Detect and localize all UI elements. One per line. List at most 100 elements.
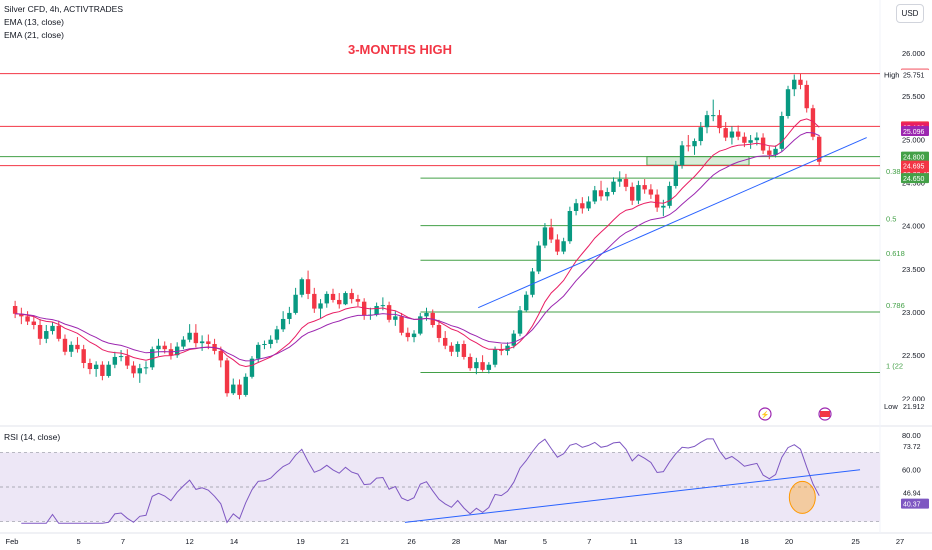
candle bbox=[492, 349, 498, 365]
candle bbox=[399, 316, 404, 333]
price-axis-tick: 25.000 bbox=[902, 135, 925, 144]
candle bbox=[349, 293, 354, 300]
candle bbox=[224, 360, 230, 394]
candle bbox=[499, 349, 504, 351]
candle bbox=[598, 190, 604, 197]
price-label: 21.912 bbox=[903, 404, 925, 411]
price-axis-tick: 23.000 bbox=[902, 308, 925, 317]
candle bbox=[686, 145, 691, 147]
candle bbox=[486, 364, 492, 370]
candle bbox=[112, 356, 118, 365]
candle bbox=[143, 367, 149, 369]
time-axis-tick: Mar bbox=[494, 537, 507, 546]
candle bbox=[355, 299, 361, 302]
candle bbox=[50, 325, 55, 332]
candle bbox=[517, 310, 523, 334]
low-label: Low bbox=[884, 402, 898, 411]
candle bbox=[125, 356, 130, 366]
candle bbox=[256, 344, 261, 359]
candle bbox=[287, 312, 292, 319]
candle bbox=[810, 108, 816, 137]
candle bbox=[405, 332, 411, 338]
candle bbox=[312, 293, 317, 309]
three-months-high-annotation: 3-MONTHS HIGH bbox=[348, 42, 452, 57]
ema21-legend[interactable]: EMA (21, close) bbox=[4, 30, 64, 40]
candle bbox=[785, 89, 791, 116]
time-axis-tick: 7 bbox=[587, 537, 591, 546]
rsi-axis-tick: 60.00 bbox=[902, 466, 921, 475]
candle bbox=[667, 185, 672, 206]
candle bbox=[12, 306, 18, 314]
rsi-value-label: 73.72 bbox=[903, 444, 921, 451]
time-axis-tick: 11 bbox=[630, 537, 638, 546]
candle bbox=[548, 227, 554, 240]
candle bbox=[293, 294, 298, 313]
candle bbox=[555, 239, 560, 252]
candle bbox=[711, 115, 716, 117]
candle bbox=[118, 356, 124, 358]
price-label-badge bbox=[901, 126, 929, 137]
candle bbox=[386, 305, 392, 320]
candle bbox=[93, 364, 99, 370]
price-label-badge bbox=[901, 160, 929, 171]
price-label-badge bbox=[901, 151, 929, 162]
candle bbox=[231, 384, 236, 394]
candle bbox=[773, 148, 778, 155]
candle bbox=[530, 271, 535, 295]
candle bbox=[81, 349, 86, 363]
candle bbox=[75, 344, 80, 350]
lightning-glyph: ⚡ bbox=[761, 410, 770, 419]
candle bbox=[181, 339, 186, 347]
candle bbox=[455, 344, 460, 352]
price-label: 24.650 bbox=[903, 176, 925, 183]
candle bbox=[679, 145, 685, 166]
fib-level-label: 0.618 bbox=[886, 249, 905, 258]
time-axis-tick: 18 bbox=[740, 537, 748, 546]
candle bbox=[100, 364, 105, 376]
time-axis-tick: 12 bbox=[185, 537, 193, 546]
candle bbox=[636, 185, 641, 201]
fib-level-label: 1 (22 bbox=[886, 362, 903, 371]
lightning-event-icon[interactable] bbox=[758, 407, 772, 421]
price-axis-tick: 22.500 bbox=[902, 351, 925, 360]
time-axis-tick: 14 bbox=[230, 537, 238, 546]
time-axis-tick: Feb bbox=[6, 537, 19, 546]
us-flag-stripes bbox=[820, 411, 830, 417]
candle bbox=[137, 368, 142, 374]
price-label: 25.096 bbox=[903, 129, 925, 136]
candle bbox=[474, 362, 479, 369]
candle bbox=[249, 358, 255, 377]
fib-level-label: 0.786 bbox=[886, 301, 905, 310]
rsi-legend: RSI (14, close) bbox=[4, 432, 60, 442]
candle bbox=[393, 316, 398, 320]
candle bbox=[480, 362, 485, 370]
candle bbox=[536, 245, 541, 272]
currency-button[interactable]: USD bbox=[896, 4, 924, 23]
candle bbox=[87, 363, 93, 370]
candle bbox=[648, 189, 654, 195]
candle bbox=[330, 293, 336, 300]
time-axis-tick: 19 bbox=[296, 537, 304, 546]
ema13-line bbox=[15, 118, 820, 368]
rsi-trendline bbox=[404, 469, 861, 523]
ema13-legend[interactable]: EMA (13, close) bbox=[4, 17, 64, 27]
candle bbox=[243, 376, 248, 395]
candle bbox=[816, 136, 822, 162]
price-axis-tick: 25.500 bbox=[902, 92, 925, 101]
rsi-value-label: 40.37 bbox=[903, 502, 921, 509]
candle bbox=[586, 201, 591, 209]
candle bbox=[106, 364, 111, 376]
candle bbox=[592, 190, 597, 202]
candle bbox=[567, 211, 573, 242]
candle bbox=[623, 179, 629, 187]
candle bbox=[642, 185, 647, 190]
rsi-highlight-circle bbox=[788, 480, 816, 514]
candle bbox=[318, 303, 323, 309]
candle bbox=[156, 345, 161, 350]
price-axis-tick: 22.000 bbox=[902, 394, 925, 403]
candle bbox=[380, 305, 386, 307]
candle bbox=[436, 325, 442, 338]
high-label: High bbox=[884, 70, 899, 79]
candle bbox=[324, 293, 329, 304]
